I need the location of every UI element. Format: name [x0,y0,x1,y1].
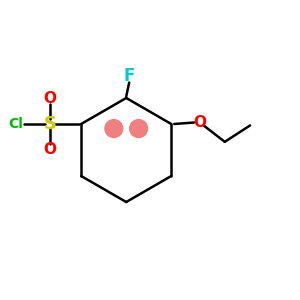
Text: F: F [124,67,135,85]
Text: O: O [44,91,56,106]
Text: Cl: Cl [8,117,23,131]
Circle shape [105,120,123,137]
Text: S: S [44,115,56,133]
Text: O: O [44,142,56,157]
Circle shape [130,120,148,137]
Text: O: O [193,115,206,130]
